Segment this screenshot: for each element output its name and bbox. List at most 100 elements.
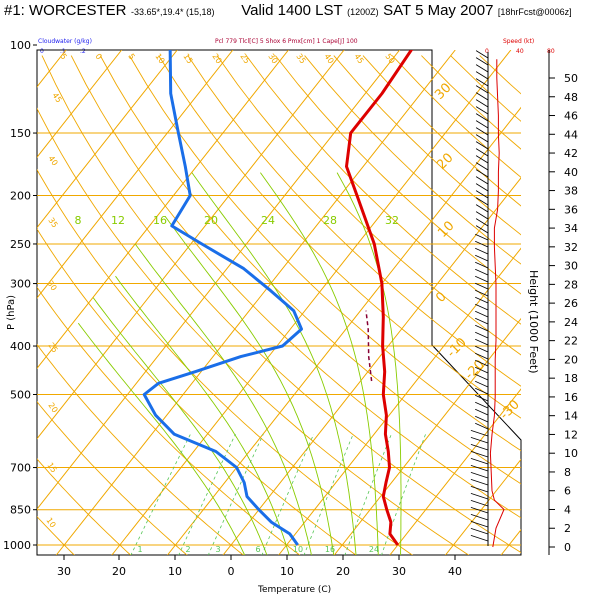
height-tick-label: 24 [564,316,578,329]
speed-label: Speed (kt) [503,38,534,45]
cloudwater-tick-0: 0 [40,48,44,55]
wind-barb [470,444,489,451]
dry-adiabat-label: 35 [294,52,307,66]
temperature-tick-label: 30 [392,565,406,578]
dry-adiabat-label: 45 [352,52,365,66]
wind-barb [470,458,489,465]
dry-adiabat-label: 30 [45,279,58,293]
mixing-ratio-line [261,433,315,555]
mixing-ratio-line [303,433,354,555]
pressure-tick-label: 400 [10,340,31,353]
chart-title: #1: WORCESTER -33.65*,19.4* (15,18) Vali… [4,2,600,26]
mixing-ratio-label: 3 [215,545,220,554]
wind-barb [475,127,489,136]
pressure-tick-label: 250 [10,238,31,251]
wind-barb [475,225,489,234]
wind-barb [475,99,489,108]
dry-adiabat-label: 40 [46,154,59,168]
moist-adiabat [336,172,402,555]
height-tick-label: 44 [564,128,578,141]
parcel-profile-line [365,310,373,382]
dry-adiabat [99,55,521,485]
theta-e-label: 10 [435,219,457,241]
pressure-tick-label: 200 [10,190,31,203]
dry-adiabat [37,286,301,555]
moist-adiabat [260,172,379,555]
isotherm-line [37,50,178,229]
height-tick-label: 50 [564,72,578,85]
height-tick-label: 18 [564,372,578,385]
pressure-tick-label: 500 [10,388,31,401]
wind-barb [475,113,489,122]
mixing-ratio-line [344,433,392,555]
height-tick-label: 14 [564,410,578,423]
temperature-tick-label: 10 [280,565,294,578]
wind-barb [475,190,489,199]
wind-barb [470,521,489,528]
wind-barb [470,479,489,486]
mixing-ratio-line [178,433,236,555]
dry-adiabat-label: 15 [45,461,58,475]
speed-tick-1: 40 [516,48,524,55]
theta-e-label: 30 [432,81,454,103]
wind-barb [470,465,489,472]
mixing-ratio-label: 10 [293,545,303,554]
height-tick-label: 30 [564,260,578,273]
wind-barb [475,296,489,304]
y2-axis-title: Height (1000 Feet) [527,270,540,374]
dry-adiabat-label: 15 [181,52,194,66]
wind-barb [470,535,489,542]
height-tick-label: 12 [564,428,578,441]
wind-barb [475,92,489,101]
isotherm-line [55,50,456,555]
dry-adiabat [41,55,521,554]
wind-barb [475,148,489,157]
wind-barb [475,57,489,66]
wind-barb [475,303,489,311]
dry-adiabat-label: 25 [238,52,251,66]
wind-barb [475,240,489,248]
wind-barb [475,317,489,325]
mixing-ratio-label: 6 [255,545,260,554]
dry-adiabat [37,168,414,555]
wind-barb [475,218,489,227]
height-tick-label: 10 [564,447,578,460]
height-tick-label: 4 [564,503,571,516]
wind-barb [475,352,489,360]
dry-adiabat [37,107,470,555]
valid-time: Valid 1400 LST [241,2,343,19]
wind-barb [475,50,489,59]
dry-adiabat-label: 10 [44,516,57,530]
wind-barb [475,162,489,171]
temperature-tick-label: 0 [228,565,235,578]
wind-barb [475,331,489,339]
station-name: #1: WORCESTER [4,2,127,19]
isotherm-line [167,106,521,555]
mixing-ratio-label: 2 [185,545,190,554]
wind-barb [475,422,489,430]
height-tick-label: 26 [564,297,578,310]
height-tick-label: 22 [564,335,578,348]
moist-adiabat-label: 32 [385,214,399,227]
pressure-tick-label: 150 [10,127,31,140]
wind-barb [475,120,489,129]
height-tick-label: 8 [564,466,571,479]
plot-frame [36,49,522,556]
wind-barb [475,289,489,297]
valid-date: SAT 5 May 2007 [383,2,494,19]
wind-barb [475,380,489,388]
dewpoint-profile-line [142,50,303,546]
temperature-tick-label: 10 [168,565,182,578]
wind-barb [475,282,489,290]
moist-adiabat-label: 12 [111,214,125,227]
dry-adiabat-label: 0 [93,52,103,61]
dry-adiabat [37,401,188,555]
temperature-tick-label: 20 [112,565,126,578]
wind-barb [475,64,489,73]
pressure-tick-label: 1000 [3,539,31,552]
moist-adiabat-label: 20 [204,214,218,227]
dry-adiabat [216,55,521,356]
pressure-tick-label: 100 [10,39,31,52]
theta-e-label: -10 [444,335,470,361]
